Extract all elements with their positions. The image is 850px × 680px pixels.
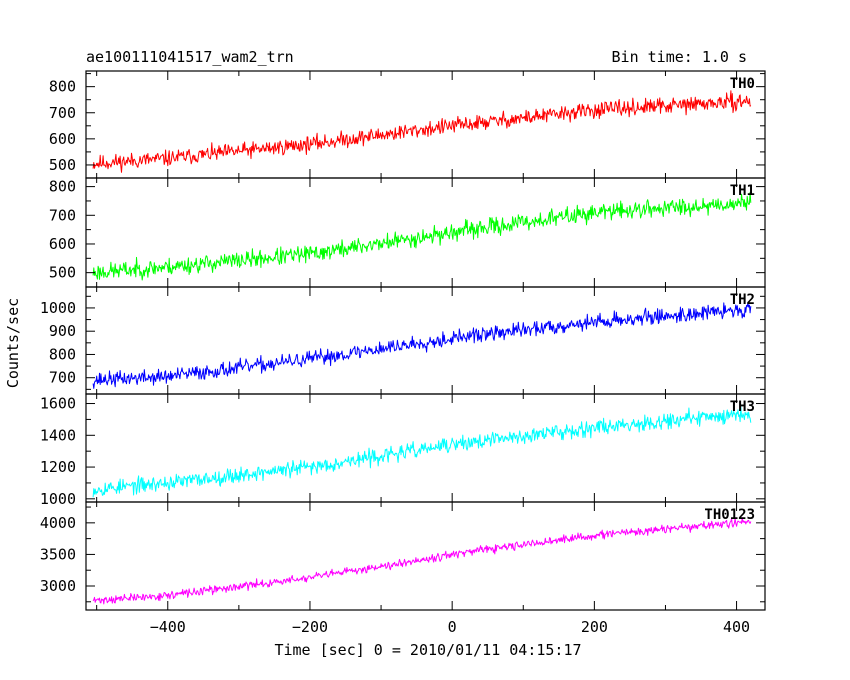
y-tick-label: 800	[49, 345, 76, 363]
x-tick-label: −200	[292, 618, 328, 636]
y-tick-label: 600	[49, 130, 76, 148]
series-trace-th0123	[92, 517, 752, 605]
y-tick-label: 700	[49, 104, 76, 122]
y-tick-label: 600	[49, 235, 76, 253]
series-name-th3: TH3	[730, 399, 755, 415]
y-tick-label: 1000	[40, 490, 76, 508]
series-name-th0123: TH0123	[704, 507, 755, 523]
y-axis-title: Counts/sec	[4, 298, 22, 388]
y-tick-label: 1200	[40, 458, 76, 476]
panel-frame	[85, 286, 766, 395]
panel-th0: 500 600 700 800 TH0	[49, 70, 766, 179]
panel-th1: 500 600 700 800 TH1	[49, 177, 766, 288]
series-trace-th2	[92, 301, 752, 389]
panel-frame	[85, 177, 766, 288]
y-tick-label: 1000	[40, 299, 76, 317]
series-trace-th3	[92, 406, 752, 498]
panel-frame	[85, 501, 766, 611]
y-tick-label: 500	[49, 264, 76, 282]
panel-th0123: 3000 3500 4000 TH0123	[40, 501, 766, 611]
panel-th2: 700 800 900 1000 TH2	[40, 286, 766, 395]
y-tick-label: 900	[49, 322, 76, 340]
x-tick-label: 200	[581, 618, 608, 636]
panel-stack: 500 600 700 800 TH0 500 600 700 800 TH1 700 800 900 1…	[40, 70, 766, 611]
y-tick-label: 800	[49, 178, 76, 196]
y-tick-label: 3500	[40, 545, 76, 563]
x-axis: −400 −200 0 200 400	[150, 618, 750, 636]
y-tick-label: 800	[49, 78, 76, 96]
series-trace-th0	[92, 90, 752, 173]
y-tick-label: 700	[49, 206, 76, 224]
series-name-th2: TH2	[730, 292, 755, 308]
y-tick-label: 1400	[40, 426, 76, 444]
y-tick-label: 4000	[40, 514, 76, 532]
y-tick-label: 700	[49, 369, 76, 387]
y-tick-label: 1600	[40, 395, 76, 413]
series-name-th0: TH0	[730, 76, 755, 92]
bin-time-label: Bin time: 1.0 s	[612, 48, 747, 66]
series-trace-th1	[92, 191, 752, 281]
file-title: ae100111041517_wam2_trn	[86, 48, 294, 66]
x-axis-title: Time [sec] 0 = 2010/01/11 04:15:17	[274, 641, 581, 659]
series-name-th1: TH1	[730, 183, 755, 199]
y-tick-label: 500	[49, 156, 76, 174]
y-tick-label: 3000	[40, 577, 76, 595]
x-tick-label: 0	[448, 618, 457, 636]
x-tick-label: −400	[150, 618, 186, 636]
panel-frame	[85, 70, 766, 179]
panel-th3: 1000 1200 1400 1600 TH3	[40, 393, 766, 508]
x-tick-label: 400	[723, 618, 750, 636]
